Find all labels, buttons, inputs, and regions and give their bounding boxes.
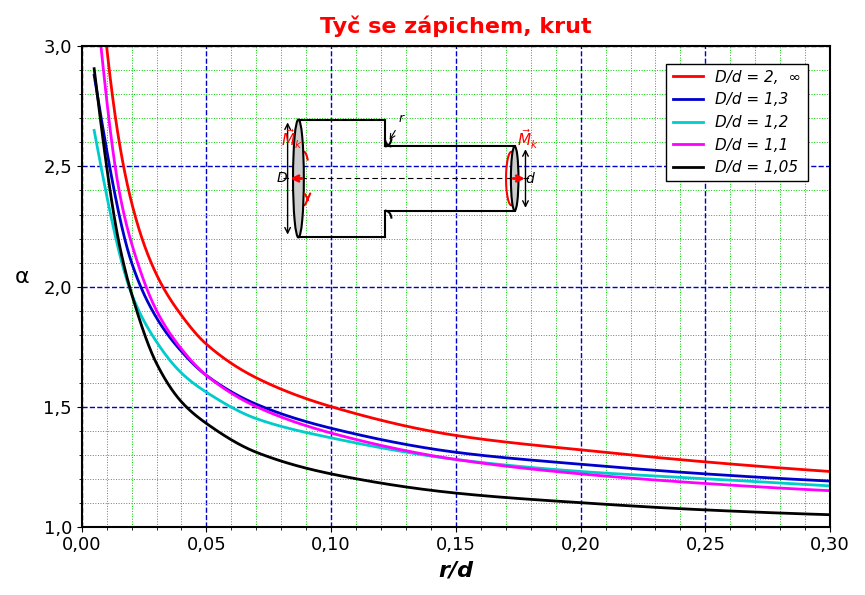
Y-axis label: α: α bbox=[15, 267, 29, 287]
Text: $r$: $r$ bbox=[390, 112, 406, 139]
D/d = 1,1 bbox=[825, 487, 836, 494]
D/d = 1,2 bbox=[89, 127, 99, 134]
D/d = 2,  ∞ bbox=[199, 339, 209, 346]
X-axis label: r/d: r/d bbox=[439, 560, 473, 580]
D/d = 2,  ∞ bbox=[674, 456, 684, 463]
D/d = 1,05 bbox=[371, 479, 381, 486]
D/d = 1,2 bbox=[731, 477, 741, 484]
D/d = 1,05 bbox=[89, 65, 99, 72]
Ellipse shape bbox=[511, 146, 518, 211]
D/d = 1,05 bbox=[173, 394, 183, 402]
Legend: D/d = 2,  ∞, D/d = 1,3, D/d = 1,2, D/d = 1,1, D/d = 1,05: D/d = 2, ∞, D/d = 1,3, D/d = 1,2, D/d = … bbox=[666, 64, 808, 181]
D/d = 1,3 bbox=[216, 383, 227, 390]
Text: $d$: $d$ bbox=[525, 171, 536, 186]
Line: D/d = 1,2: D/d = 1,2 bbox=[94, 130, 830, 486]
D/d = 1,3 bbox=[173, 344, 183, 351]
D/d = 1,3 bbox=[731, 472, 741, 480]
Line: D/d = 2,  ∞: D/d = 2, ∞ bbox=[101, 0, 830, 471]
D/d = 1,2 bbox=[825, 483, 836, 490]
D/d = 1,3 bbox=[89, 72, 99, 79]
Text: $\vec{M}_k$: $\vec{M}_k$ bbox=[281, 127, 303, 151]
D/d = 1,2 bbox=[216, 398, 227, 405]
D/d = 1,3 bbox=[371, 435, 381, 442]
D/d = 1,3 bbox=[825, 478, 836, 485]
D/d = 1,05 bbox=[825, 511, 836, 518]
D/d = 1,1 bbox=[371, 441, 381, 448]
D/d = 1,3 bbox=[403, 441, 413, 449]
D/d = 2,  ∞ bbox=[825, 468, 836, 475]
Title: Tyč se zápichem, krut: Tyč se zápichem, krut bbox=[320, 15, 592, 36]
D/d = 1,05 bbox=[811, 511, 821, 518]
Ellipse shape bbox=[293, 120, 304, 237]
D/d = 1,1 bbox=[731, 482, 741, 489]
D/d = 1,2 bbox=[403, 449, 413, 456]
Line: D/d = 1,05: D/d = 1,05 bbox=[94, 68, 830, 515]
D/d = 1,05 bbox=[731, 508, 741, 515]
Line: D/d = 1,3: D/d = 1,3 bbox=[94, 76, 830, 481]
D/d = 1,1 bbox=[403, 447, 413, 455]
D/d = 1,2 bbox=[371, 443, 381, 450]
D/d = 1,05 bbox=[403, 484, 413, 491]
D/d = 1,05 bbox=[216, 430, 227, 437]
Text: $D$: $D$ bbox=[276, 171, 288, 186]
D/d = 1,1 bbox=[173, 341, 183, 348]
D/d = 2,  ∞ bbox=[510, 440, 521, 447]
Text: $\vec{M}_k$: $\vec{M}_k$ bbox=[516, 127, 539, 151]
D/d = 2,  ∞ bbox=[808, 466, 818, 474]
D/d = 1,1 bbox=[216, 383, 227, 390]
D/d = 1,1 bbox=[811, 486, 821, 493]
Line: D/d = 1,1: D/d = 1,1 bbox=[94, 0, 830, 491]
D/d = 1,3 bbox=[811, 477, 821, 484]
D/d = 1,2 bbox=[173, 366, 183, 373]
D/d = 2,  ∞ bbox=[183, 321, 194, 328]
D/d = 2,  ∞ bbox=[631, 452, 642, 459]
D/d = 1,2 bbox=[811, 481, 821, 488]
